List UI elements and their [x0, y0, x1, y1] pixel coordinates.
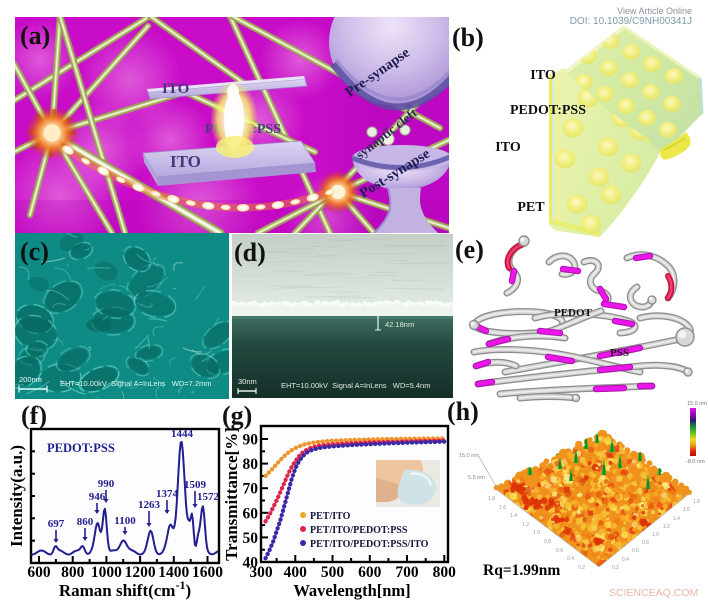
svg-text:PET: PET [517, 200, 545, 215]
svg-text:1.2: 1.2 [522, 522, 529, 528]
svg-text:-8.0 nm: -8.0 nm [686, 459, 705, 465]
svg-text:30nm: 30nm [238, 377, 257, 386]
svg-text:800: 800 [61, 564, 85, 581]
svg-text:(e): (e) [455, 235, 484, 264]
svg-text:PET/ITO: PET/ITO [310, 511, 351, 522]
svg-text:PEDOT: PEDOT [554, 307, 593, 319]
svg-text:(h): (h) [447, 397, 479, 426]
svg-text:15.0 nm: 15.0 nm [687, 401, 707, 407]
svg-text:697: 697 [48, 518, 65, 530]
svg-text:(d): (d) [234, 238, 266, 267]
svg-text:1444: 1444 [171, 428, 194, 440]
svg-text:1509: 1509 [184, 479, 207, 491]
svg-text:(g): (g) [222, 401, 252, 430]
svg-text:70: 70 [243, 481, 259, 498]
svg-text:1100: 1100 [114, 515, 136, 527]
svg-text:Transmittance[%]: Transmittance[%] [222, 427, 241, 561]
svg-text:1.8: 1.8 [693, 499, 700, 505]
svg-text:1200: 1200 [125, 564, 156, 581]
svg-text:500: 500 [321, 564, 345, 581]
svg-text:42.18nm: 42.18nm [385, 320, 414, 329]
svg-text:Intensity(a.u.): Intensity(a.u.) [7, 445, 26, 547]
svg-text:0.6: 0.6 [632, 548, 639, 554]
svg-text:PET/ITO/PEDOT:PSS/ITO: PET/ITO/PEDOT:PSS/ITO [310, 539, 429, 550]
svg-text:0.2: 0.2 [612, 565, 619, 571]
svg-text:PEDOT:PSS: PEDOT:PSS [510, 103, 586, 118]
svg-text:1600: 1600 [192, 564, 223, 581]
svg-text:Raman shift(cm-1): Raman shift(cm-1) [59, 578, 191, 600]
svg-text:PET/ITO/PEDOT:PSS: PET/ITO/PEDOT:PSS [310, 525, 408, 536]
svg-text:700: 700 [395, 564, 419, 581]
svg-text:600: 600 [27, 564, 51, 581]
svg-text:1.0: 1.0 [652, 532, 659, 538]
svg-text:ITO: ITO [495, 140, 521, 155]
svg-text:1.0: 1.0 [533, 530, 540, 536]
svg-text:(f): (f) [21, 401, 47, 430]
svg-text:800: 800 [433, 564, 457, 581]
svg-text:(a): (a) [20, 21, 50, 50]
svg-text:90: 90 [243, 432, 259, 449]
svg-text:0.2: 0.2 [578, 565, 585, 571]
svg-text:1.6: 1.6 [683, 507, 690, 513]
svg-text:PEDOT:PSS: PEDOT:PSS [47, 441, 115, 455]
svg-text:946: 946 [89, 491, 106, 503]
svg-text:PSS: PSS [610, 347, 629, 359]
svg-text:40: 40 [243, 555, 259, 572]
svg-text:Rq=1.99nm: Rq=1.99nm [483, 562, 560, 579]
svg-text:990: 990 [98, 478, 115, 490]
svg-text:300: 300 [249, 564, 273, 581]
svg-text:Wavelength[nm]: Wavelength[nm] [293, 581, 410, 600]
svg-text:1.6: 1.6 [499, 505, 506, 511]
svg-text:0.6: 0.6 [556, 548, 563, 554]
svg-text:80: 80 [243, 456, 259, 473]
svg-text:1572: 1572 [197, 491, 220, 503]
svg-text:1.2: 1.2 [663, 524, 670, 530]
svg-text:1.4: 1.4 [510, 513, 517, 519]
svg-text:400: 400 [284, 564, 308, 581]
svg-text:(b): (b) [452, 23, 484, 52]
svg-text:ITO: ITO [530, 68, 556, 83]
svg-text:60: 60 [243, 505, 259, 522]
svg-text:50: 50 [243, 530, 259, 547]
svg-text:200nm: 200nm [19, 375, 42, 384]
svg-text:5.5 nm: 5.5 nm [468, 475, 485, 481]
svg-text:1.8: 1.8 [488, 496, 495, 502]
svg-text:1400: 1400 [158, 564, 189, 581]
svg-text:EHT=10.00kV Signal A=InLens: EHT=10.00kV Signal A=InLens WD=7.2mm [60, 379, 212, 388]
svg-text:15.0 nm: 15.0 nm [459, 453, 479, 459]
svg-text:ITO: ITO [162, 81, 189, 97]
svg-text:1.4: 1.4 [673, 516, 680, 522]
svg-text:1263: 1263 [138, 499, 161, 511]
svg-text:0.4: 0.4 [622, 557, 629, 563]
svg-text:0.8: 0.8 [544, 539, 551, 545]
svg-text:ITO: ITO [170, 152, 201, 171]
svg-text:1000: 1000 [91, 564, 122, 581]
svg-text:0.8: 0.8 [642, 540, 649, 546]
svg-text:0.4: 0.4 [567, 556, 574, 562]
svg-text:1374: 1374 [156, 488, 179, 500]
svg-text:860: 860 [77, 516, 94, 528]
svg-text:EHT=10.00kV Signal A=InLens: EHT=10.00kV Signal A=InLens WD=5.4nm [281, 381, 430, 390]
svg-text:(c): (c) [20, 237, 49, 266]
svg-text:600: 600 [358, 564, 382, 581]
